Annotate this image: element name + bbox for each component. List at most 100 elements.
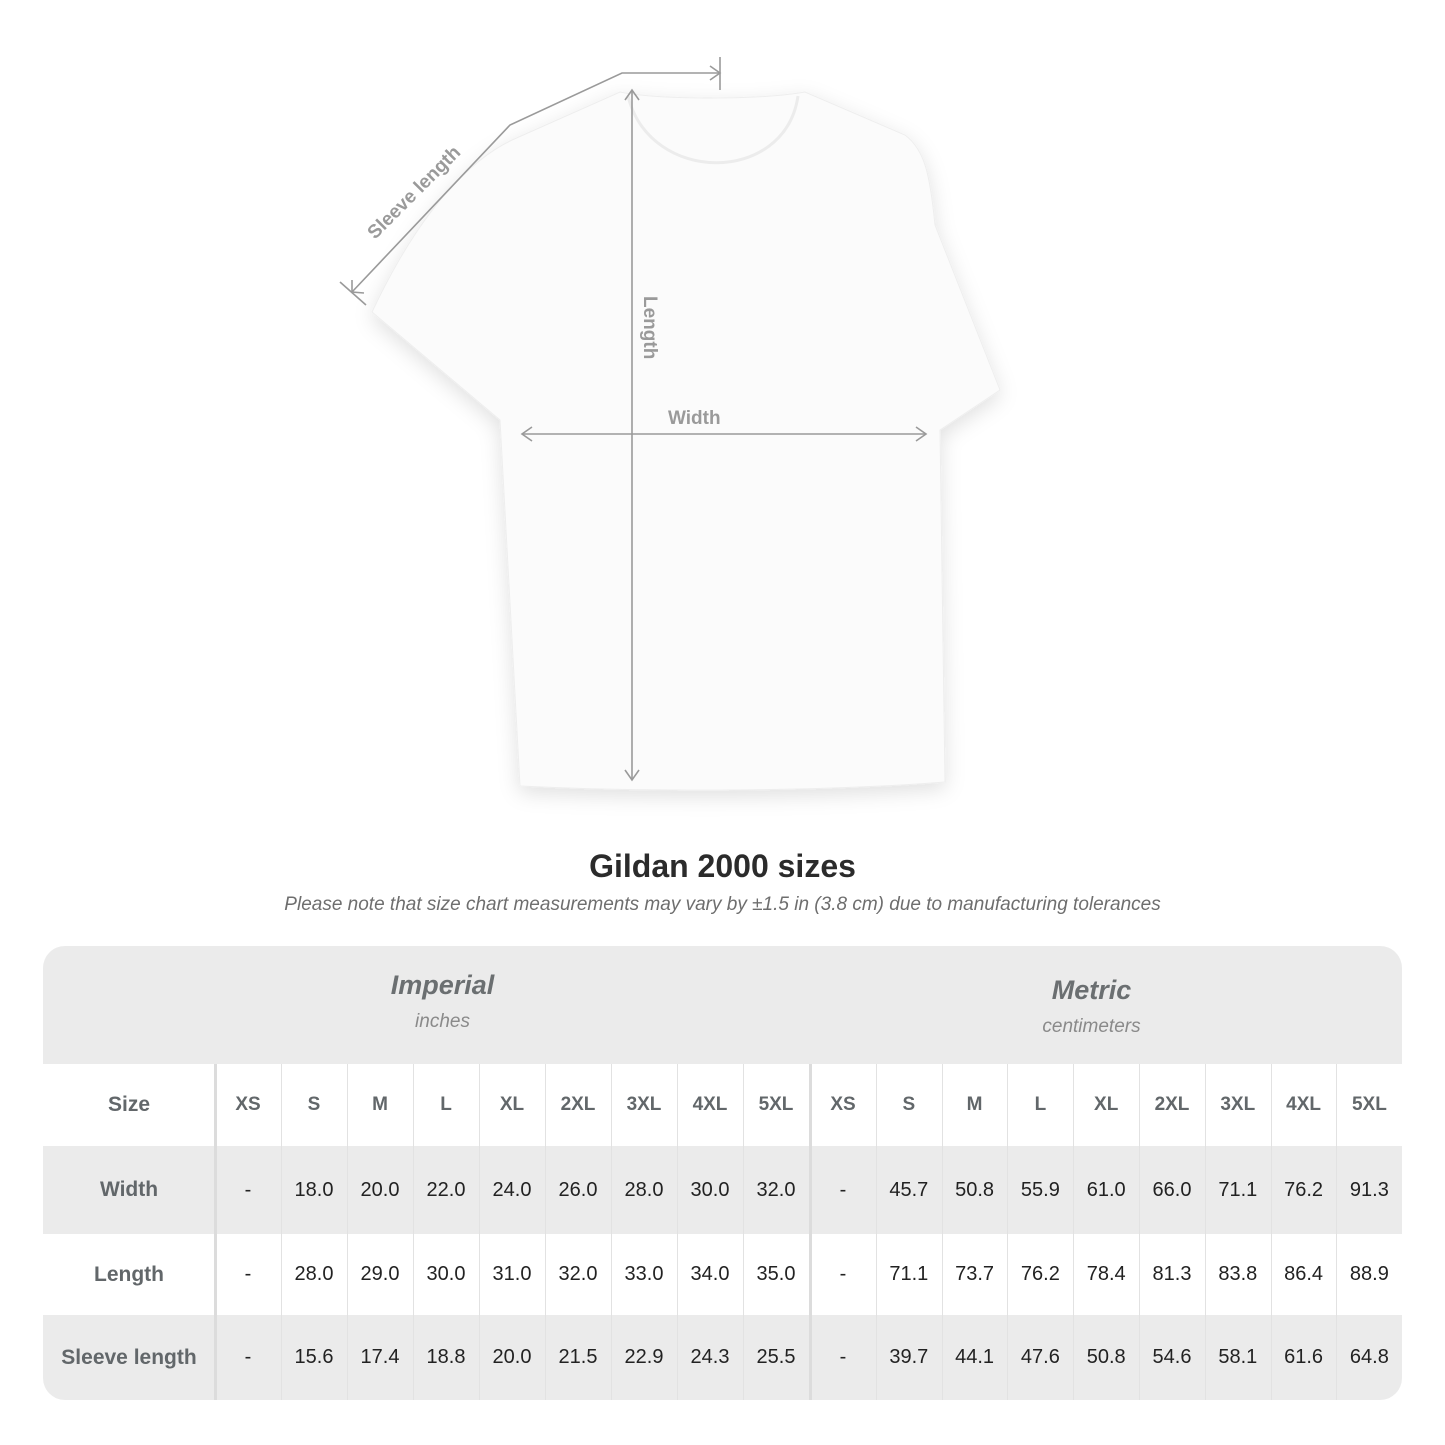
size-header: 2XL — [560, 1094, 596, 1115]
size-header: L — [1034, 1094, 1047, 1115]
column-divider — [1336, 1064, 1338, 1400]
size-header: 4XL — [1286, 1094, 1322, 1115]
chart-title: Gildan 2000 sizes — [589, 848, 856, 884]
table-cell-imperial: 18.0 — [294, 1178, 334, 1201]
size-header: 2XL — [1154, 1094, 1190, 1115]
tshirt-image — [371, 91, 1001, 791]
table-cell-metric: 55.9 — [1020, 1178, 1060, 1201]
column-divider — [545, 1064, 546, 1400]
row-band — [43, 1146, 1402, 1234]
column-divider — [1270, 1064, 1272, 1400]
column-divider — [281, 1064, 282, 1400]
table-cell-imperial: 18.8 — [426, 1346, 466, 1368]
table-cell-imperial: 33.0 — [624, 1263, 664, 1285]
table-cell-imperial: 17.4 — [360, 1346, 400, 1368]
column-divider — [1007, 1064, 1009, 1400]
table-cell-imperial: 28.0 — [294, 1263, 334, 1285]
row-label: Length — [94, 1262, 164, 1286]
tolerance-note: Please note that size chart measurements… — [284, 894, 1161, 915]
table-cell-metric: 54.6 — [1152, 1346, 1192, 1368]
table-cell-imperial: - — [244, 1263, 252, 1285]
column-divider — [214, 1064, 217, 1400]
sleeve-length-line — [351, 72, 720, 293]
table-cell-imperial: 30.0 — [426, 1263, 466, 1285]
size-header: S — [902, 1094, 916, 1115]
group-name: Imperial — [390, 970, 495, 1000]
column-divider — [479, 1064, 480, 1400]
table-cell-metric: - — [839, 1178, 847, 1201]
table-cell-metric: 88.9 — [1349, 1263, 1389, 1285]
size-header: M — [966, 1094, 983, 1115]
column-divider — [809, 1064, 812, 1400]
table-cell-metric: 66.0 — [1152, 1178, 1192, 1201]
table-cell-imperial: 24.0 — [492, 1178, 532, 1201]
table-cell-metric: - — [839, 1346, 847, 1368]
table-cell-metric: 61.6 — [1284, 1346, 1324, 1368]
table-cell-metric: 71.1 — [1218, 1178, 1258, 1201]
column-divider — [1073, 1064, 1075, 1400]
table-cell-imperial: - — [244, 1178, 252, 1201]
row-band — [43, 1315, 1402, 1400]
table-cell-imperial: 15.6 — [294, 1346, 334, 1368]
imperial-group: Imperial inches — [215, 970, 670, 1033]
row-label: Width — [99, 1178, 159, 1201]
table-cell-metric: 76.2 — [1020, 1263, 1060, 1285]
table-cell-imperial: 22.9 — [624, 1346, 664, 1368]
size-header: M — [372, 1094, 388, 1115]
table-cell-imperial: 20.0 — [360, 1178, 400, 1201]
column-divider — [875, 1064, 877, 1400]
column-divider — [1204, 1064, 1206, 1400]
table-cell-imperial: 21.5 — [558, 1346, 598, 1368]
group-unit: centimeters — [1042, 1016, 1141, 1037]
width-label: Width — [668, 408, 721, 429]
size-header: 5XL — [1351, 1094, 1387, 1115]
table-cell-imperial: 20.0 — [492, 1346, 532, 1368]
size-header: XL — [1094, 1094, 1119, 1115]
table-cell-imperial: 24.3 — [690, 1346, 730, 1368]
table-cell-imperial: 28.0 — [624, 1178, 664, 1201]
size-header: 4XL — [692, 1094, 728, 1115]
row-label: Sleeve length — [61, 1345, 197, 1369]
table-cell-metric: 50.8 — [955, 1178, 995, 1201]
table-cell-metric: 47.6 — [1020, 1346, 1060, 1368]
table-cell-imperial: 22.0 — [426, 1178, 466, 1201]
table-cell-imperial: 32.0 — [558, 1263, 598, 1285]
table-cell-metric: 64.8 — [1349, 1346, 1389, 1368]
column-divider — [677, 1064, 678, 1400]
size-header: S — [307, 1094, 321, 1115]
table-cell-metric: 73.7 — [955, 1263, 995, 1285]
column-divider — [347, 1064, 348, 1400]
size-header: L — [440, 1094, 452, 1115]
column-divider — [941, 1064, 943, 1400]
column-divider — [611, 1064, 612, 1400]
group-name: Metric — [1051, 975, 1132, 1005]
group-unit: inches — [415, 1011, 470, 1032]
table-cell-imperial: - — [244, 1346, 252, 1368]
table-cell-metric: 86.4 — [1284, 1263, 1324, 1285]
table-cell-metric: 83.8 — [1218, 1263, 1258, 1285]
group-header-band — [43, 946, 1402, 1064]
size-header: XL — [499, 1094, 525, 1115]
table-cell-metric: 45.7 — [889, 1178, 929, 1201]
size-header-label: Size — [107, 1093, 151, 1116]
table-cell-imperial: 25.5 — [756, 1346, 796, 1368]
table-cell-metric: 58.1 — [1218, 1346, 1258, 1368]
table-cell-metric: - — [839, 1263, 847, 1285]
size-header: 3XL — [1220, 1094, 1256, 1115]
table-cell-metric: 50.8 — [1086, 1346, 1126, 1368]
column-divider — [743, 1064, 744, 1400]
table-cell-imperial: 34.0 — [690, 1263, 730, 1285]
size-header: 5XL — [758, 1094, 794, 1115]
table-cell-metric: 76.2 — [1284, 1178, 1324, 1201]
column-divider — [413, 1064, 414, 1400]
table-cell-imperial: 32.0 — [756, 1178, 796, 1201]
table-cell-metric: 39.7 — [889, 1346, 929, 1368]
size-header: XS — [235, 1094, 261, 1115]
table-cell-metric: 81.3 — [1152, 1263, 1192, 1285]
table-cell-imperial: 31.0 — [492, 1263, 532, 1285]
table-cell-metric: 78.4 — [1086, 1263, 1126, 1285]
table-cell-metric: 91.3 — [1349, 1178, 1389, 1201]
table-cell-imperial: 35.0 — [756, 1263, 796, 1285]
table-cell-metric: 71.1 — [889, 1263, 929, 1285]
table-cell-imperial: 30.0 — [690, 1178, 730, 1201]
